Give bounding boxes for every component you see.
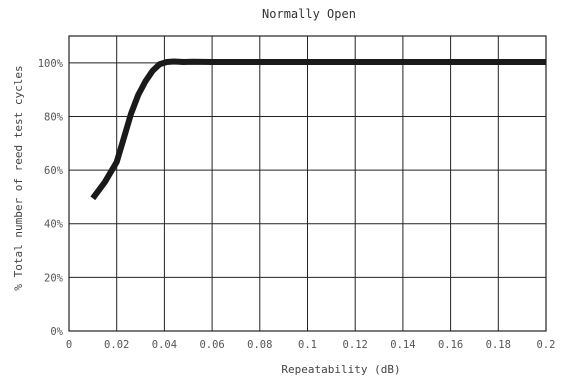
- y-tick-label: 40%: [44, 219, 64, 231]
- y-tick-label: 100%: [38, 58, 64, 70]
- x-tick-label: 0.18: [486, 339, 511, 351]
- x-tick-label: 0.2: [537, 339, 556, 351]
- plot-border: [68, 35, 547, 332]
- y-tick-label: 80%: [44, 111, 64, 123]
- x-tick-label: 0.06: [199, 339, 224, 351]
- grid-lines: [68, 36, 547, 332]
- x-tick-label: 0: [66, 339, 72, 351]
- x-tick-label: 0.16: [438, 339, 463, 351]
- x-tick-label: 0.08: [247, 339, 272, 351]
- x-axis-label: Repeatability (dB): [281, 363, 400, 376]
- y-axis-label: % Total number of reed test cycles: [12, 65, 25, 290]
- x-tick-labels: 0 0.02 0.04 0.06 0.08 0.1 0.12 0.14 0.16 0.18 0.2: [66, 339, 556, 351]
- x-tick-label: 0.14: [390, 339, 415, 351]
- x-tick-label: 0.1: [298, 339, 317, 351]
- y-tick-label: 60%: [44, 165, 64, 177]
- plot-frame: [68, 35, 547, 332]
- chart-title: Normally Open: [262, 7, 356, 21]
- y-tick-labels: 0% 20% 40% 60% 80% 100%: [38, 58, 64, 338]
- series-line: [90, 58, 546, 201]
- y-tick-label: 20%: [44, 272, 64, 284]
- series-lines: [90, 58, 546, 201]
- y-tick-label: 0%: [50, 326, 63, 338]
- x-tick-label: 0.12: [343, 339, 368, 351]
- x-tick-label: 0.04: [152, 339, 177, 351]
- x-tick-label: 0.02: [104, 339, 129, 351]
